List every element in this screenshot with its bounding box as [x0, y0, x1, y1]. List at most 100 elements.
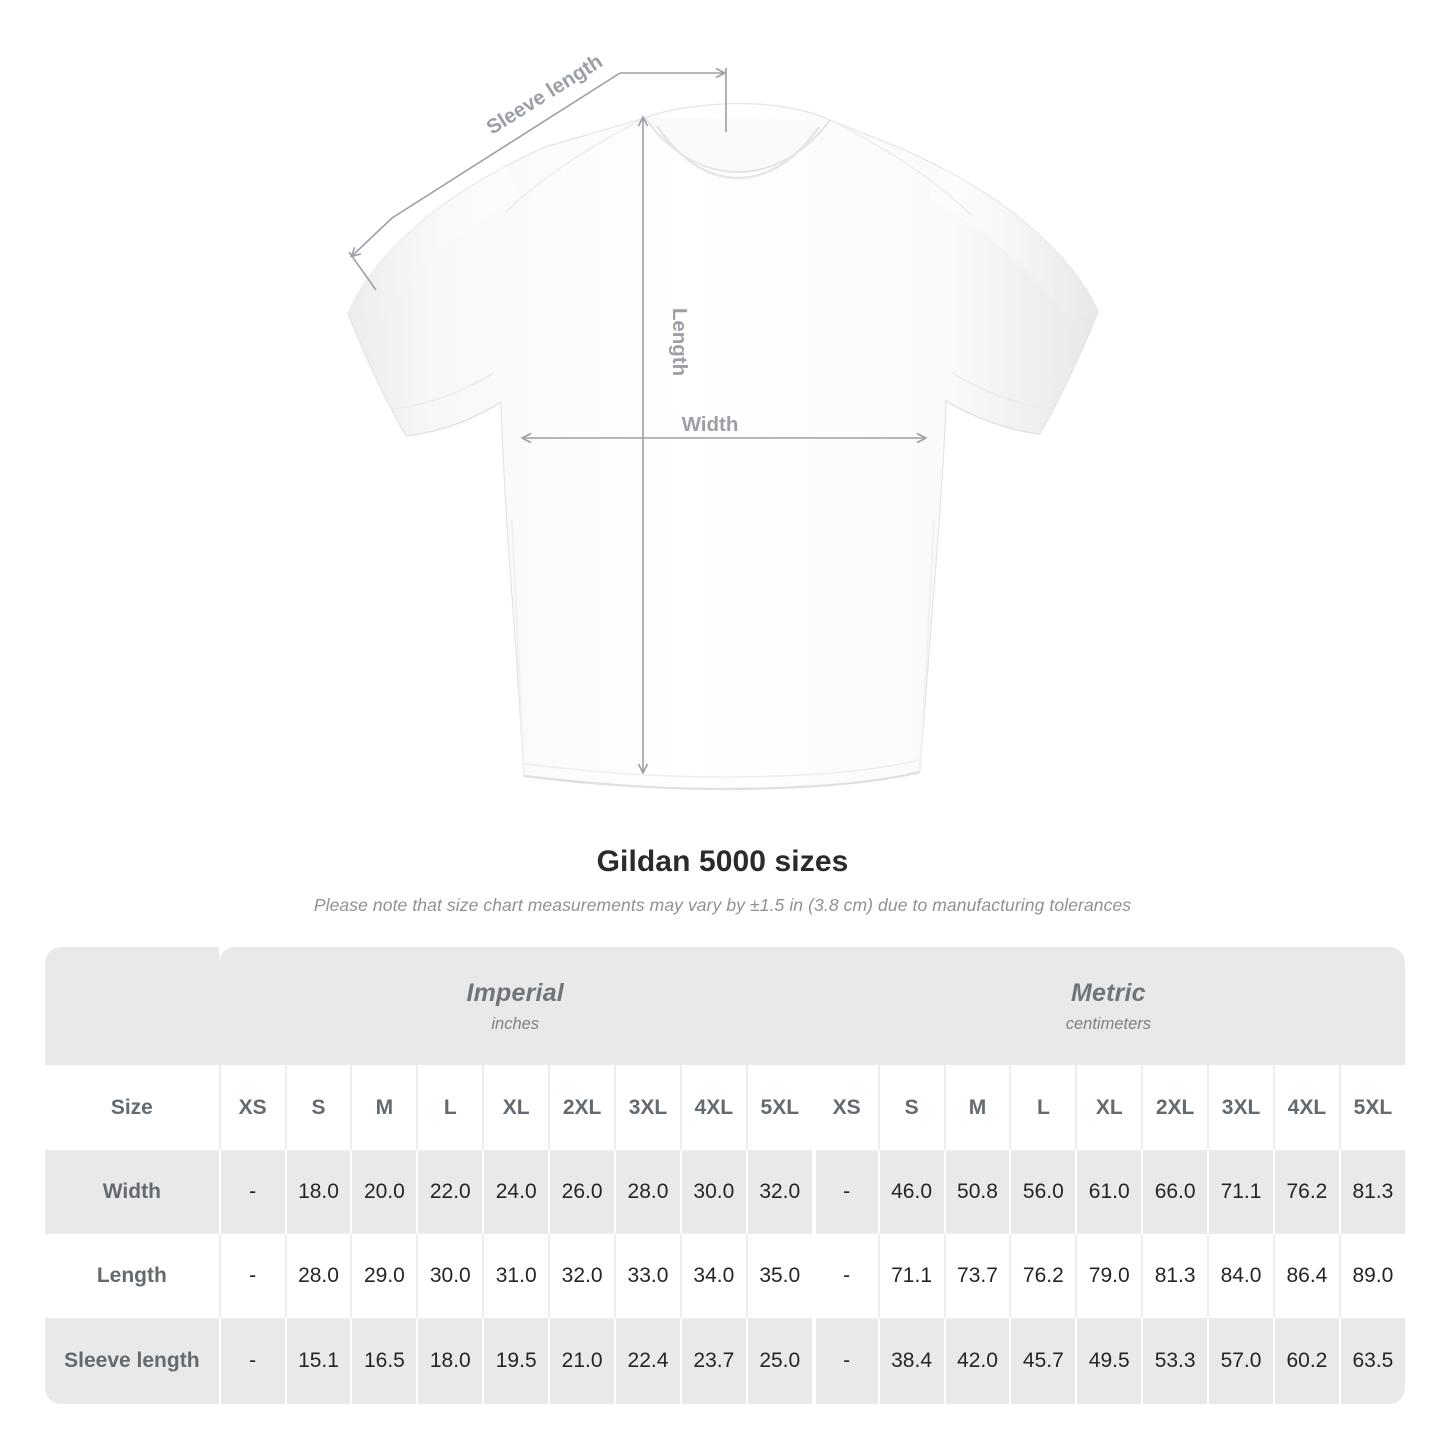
cell-length-metric-s: 71.1	[877, 1234, 944, 1318]
cell-length-metric-3xl: 84.0	[1207, 1234, 1273, 1318]
cell-width-imperial-5xl: 32.0	[745, 1150, 812, 1234]
cell-width-metric-l: 56.0	[1009, 1150, 1076, 1234]
size-header-metric-xs: XS	[811, 1065, 878, 1150]
cell-width-imperial-s: 18.0	[284, 1150, 351, 1234]
cell-length-metric-l: 76.2	[1009, 1234, 1076, 1318]
cell-sleeve-length-metric-4xl: 60.2	[1272, 1318, 1339, 1404]
size-header-metric-xl: XL	[1075, 1065, 1142, 1150]
cell-length-metric-m: 73.7	[943, 1234, 1010, 1318]
cell-length-imperial-m: 29.0	[350, 1234, 417, 1318]
size-header-imperial-4xl: 4XL	[679, 1065, 746, 1150]
cell-length-imperial-xl: 31.0	[482, 1234, 549, 1318]
length-label: Length	[668, 308, 691, 376]
size-header-imperial-5xl: 5XL	[745, 1065, 812, 1150]
cell-length-metric-2xl: 81.3	[1141, 1234, 1208, 1318]
size-header-imperial-xs: XS	[218, 1065, 285, 1150]
cell-sleeve-length-imperial-4xl: 23.7	[679, 1318, 746, 1404]
table-row: Sleeve length -15.1 16.5 18.0 19.5 21.0 22.4 23…	[45, 1318, 1405, 1404]
cell-length-imperial-5xl: 35.0	[745, 1234, 812, 1318]
cell-width-metric-4xl: 76.2	[1272, 1150, 1339, 1234]
cell-sleeve-length-metric-3xl: 57.0	[1207, 1318, 1273, 1404]
size-table: Imperial inches Metric centimeters Size X…	[45, 947, 1405, 1404]
row-label-sleeve-length: Sleeve length	[45, 1318, 219, 1404]
cell-width-imperial-l: 22.0	[416, 1150, 483, 1234]
cell-width-metric-2xl: 66.0	[1141, 1150, 1208, 1234]
unit-head-spacer	[45, 947, 219, 1065]
cell-sleeve-length-imperial-3xl: 22.4	[614, 1318, 680, 1404]
cell-length-metric-4xl: 86.4	[1272, 1234, 1339, 1318]
size-header-imperial-xl: XL	[482, 1065, 549, 1150]
cell-width-imperial-2xl: 26.0	[548, 1150, 615, 1234]
size-header-imperial-m: M	[350, 1065, 417, 1150]
page-subtitle: Please note that size chart measurements…	[313, 895, 1132, 915]
cell-width-metric-5xl: 81.3	[1338, 1150, 1405, 1234]
cell-width-metric-3xl: 71.1	[1207, 1150, 1273, 1234]
tshirt-graphic	[347, 103, 1099, 791]
unit-name-metric: Metric	[1070, 978, 1146, 1007]
sleeve-cuff-tick	[348, 251, 377, 291]
sleeve-arrow-cuff	[352, 217, 393, 256]
tshirt-measurement-diagram: Sleeve length Length Width	[347, 50, 1099, 791]
cell-sleeve-length-imperial-l: 18.0	[416, 1318, 483, 1404]
unit-header-row: Imperial inches Metric centimeters	[45, 947, 1405, 1065]
cell-sleeve-length-metric-2xl: 53.3	[1141, 1318, 1208, 1404]
cell-length-imperial-3xl: 33.0	[614, 1234, 680, 1318]
row-label-width: Width	[45, 1150, 219, 1234]
size-header-metric-4xl: 4XL	[1272, 1065, 1339, 1150]
table-row: Width -18.0 20.0 22.0 24.0 26.0 28.0 30.0 32.0-4…	[45, 1150, 1405, 1234]
sleeve-length-label: Sleeve length	[482, 50, 606, 140]
length-measure: Length	[643, 118, 691, 772]
cell-sleeve-length-imperial-xs: -	[218, 1318, 285, 1404]
width-measure: Width	[523, 413, 925, 438]
size-header-metric-l: L	[1009, 1065, 1076, 1150]
row-label-length: Length	[45, 1234, 219, 1318]
cell-sleeve-length-imperial-s: 15.1	[284, 1318, 351, 1404]
unit-sub-metric: centimeters	[1065, 1014, 1151, 1033]
unit-name-imperial: Imperial	[466, 978, 564, 1007]
cell-sleeve-length-metric-l: 45.7	[1009, 1318, 1076, 1404]
cell-sleeve-length-metric-m: 42.0	[943, 1318, 1010, 1404]
cell-width-imperial-4xl: 30.0	[679, 1150, 746, 1234]
cell-length-metric-5xl: 89.0	[1338, 1234, 1405, 1318]
cell-width-metric-xs: -	[811, 1150, 878, 1234]
size-header-label: Size	[45, 1065, 219, 1150]
cell-width-imperial-xs: -	[218, 1150, 285, 1234]
cell-sleeve-length-imperial-m: 16.5	[350, 1318, 417, 1404]
size-header-imperial-2xl: 2XL	[548, 1065, 615, 1150]
table-row: Length -28.0 29.0 30.0 31.0 32.0 33.0 34.0 35.0-…	[45, 1234, 1405, 1318]
cell-sleeve-length-metric-5xl: 63.5	[1338, 1318, 1405, 1404]
size-header-imperial-3xl: 3XL	[614, 1065, 680, 1150]
cell-sleeve-length-imperial-xl: 19.5	[482, 1318, 549, 1404]
cell-length-imperial-s: 28.0	[284, 1234, 351, 1318]
size-header-metric-3xl: 3XL	[1207, 1065, 1273, 1150]
cell-sleeve-length-metric-s: 38.4	[877, 1318, 944, 1404]
cell-width-metric-m: 50.8	[943, 1150, 1010, 1234]
size-header-metric-m: M	[943, 1065, 1010, 1150]
cell-sleeve-length-metric-xs: -	[811, 1318, 878, 1404]
unit-head-imperial: Imperial inches	[218, 947, 812, 1065]
cell-length-metric-xl: 79.0	[1075, 1234, 1142, 1318]
sleeve-arrow-diagonal	[391, 72, 621, 219]
chart-heading-block: Gildan 5000 sizes Please note that size …	[0, 845, 1445, 916]
cell-length-imperial-4xl: 34.0	[679, 1234, 746, 1318]
unit-head-metric: Metric centimeters	[811, 947, 1405, 1065]
size-header-metric-2xl: 2XL	[1141, 1065, 1208, 1150]
size-header-metric-s: S	[877, 1065, 944, 1150]
cell-sleeve-length-metric-xl: 49.5	[1075, 1318, 1142, 1404]
size-table-container: Imperial inches Metric centimeters Size X…	[45, 947, 1405, 1404]
width-label: Width	[682, 413, 739, 436]
cell-length-imperial-l: 30.0	[416, 1234, 483, 1318]
cell-width-imperial-3xl: 28.0	[614, 1150, 680, 1234]
cell-length-imperial-xs: -	[218, 1234, 285, 1318]
size-header-metric-5xl: 5XL	[1338, 1065, 1405, 1150]
cell-width-imperial-xl: 24.0	[482, 1150, 549, 1234]
size-header-row: Size XS S M L XL 2XL 3XL 4XL 5XL XS S M L XL 2XL 3XL 4XL 5…	[45, 1065, 1405, 1150]
size-header-imperial-s: S	[284, 1065, 351, 1150]
page-title: Gildan 5000 sizes	[596, 845, 849, 878]
cell-width-metric-s: 46.0	[877, 1150, 944, 1234]
size-header-imperial-l: L	[416, 1065, 483, 1150]
cell-length-metric-xs: -	[811, 1234, 878, 1318]
cell-sleeve-length-imperial-2xl: 21.0	[548, 1318, 615, 1404]
cell-width-imperial-m: 20.0	[350, 1150, 417, 1234]
